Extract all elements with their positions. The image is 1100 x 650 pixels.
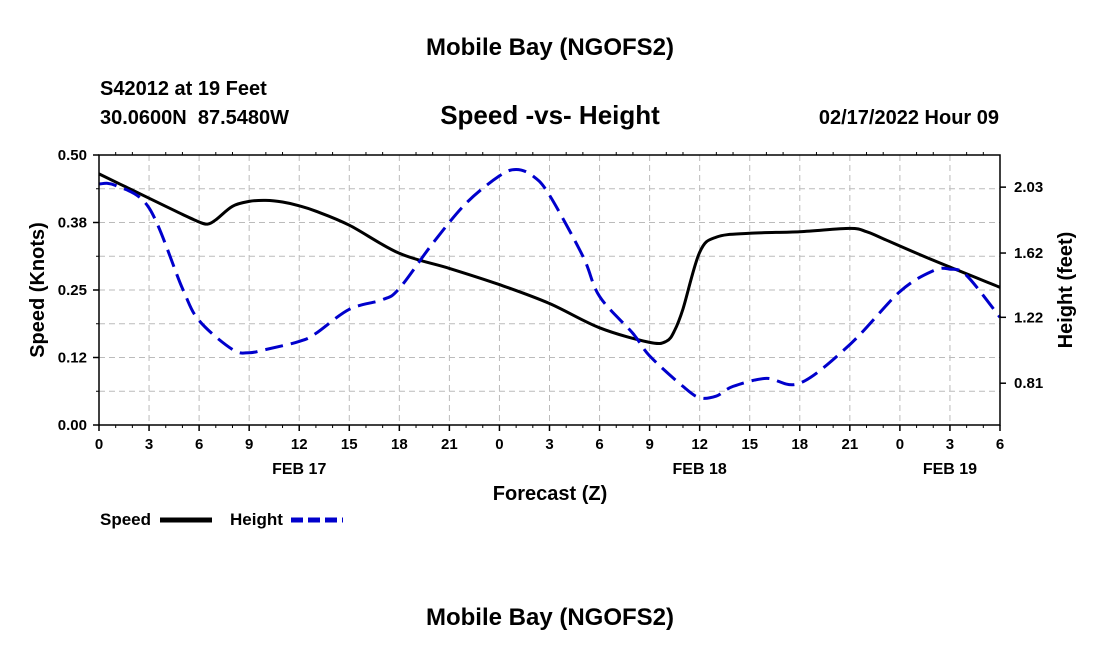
x-tick-label: 0 xyxy=(896,436,904,453)
y-left-tick-label: 0.00 xyxy=(58,417,87,434)
y-axis-right-label: Height (feet) xyxy=(1055,232,1077,349)
x-tick-label: 18 xyxy=(391,436,408,453)
chart-title: Speed -vs- Height xyxy=(440,100,660,130)
x-tick-label: 9 xyxy=(645,436,653,453)
x-tick-label: 21 xyxy=(441,436,458,453)
x-tick-label: 21 xyxy=(841,436,858,453)
x-axis-label: Forecast (Z) xyxy=(493,483,607,505)
x-tick-label: 3 xyxy=(145,436,153,453)
x-tick-label: 3 xyxy=(545,436,553,453)
datetime-label: 02/17/2022 Hour 09 xyxy=(819,107,999,129)
station-label: S42012 at 19 Feet xyxy=(100,78,267,100)
y-left-tick-label: 0.12 xyxy=(58,350,87,367)
x-tick-label: 9 xyxy=(245,436,253,453)
x-tick-label: 6 xyxy=(595,436,603,453)
y-right-tick-label: 0.81 xyxy=(1014,375,1043,392)
x-tick-label: 0 xyxy=(495,436,503,453)
x-tick-label: 3 xyxy=(946,436,954,453)
x-tick-label: 0 xyxy=(95,436,103,453)
tick-marks xyxy=(93,152,1006,431)
x-tick-label: 15 xyxy=(741,436,758,453)
y-right-tick-label: 2.03 xyxy=(1014,179,1043,196)
x-tick-label: 15 xyxy=(341,436,358,453)
grid-lines xyxy=(99,155,1000,425)
y-right-tick-labels: 0.81 1.22 1.62 2.03 xyxy=(1014,179,1043,392)
series-layer xyxy=(98,168,1002,400)
x-tick-label: 6 xyxy=(996,436,1004,453)
x-tick-label: 6 xyxy=(195,436,203,453)
page-title-top: Mobile Bay (NGOFS2) xyxy=(426,34,674,61)
page-title-bottom: Mobile Bay (NGOFS2) xyxy=(426,604,674,631)
x-tick-labels: 0 3 6 9 12 15 18 21 0 3 6 9 12 15 18 21 0 3 6 xyxy=(95,436,1004,453)
date-labels: FEB 17 FEB 18 FEB 19 xyxy=(272,461,977,478)
date-label: FEB 18 xyxy=(673,461,727,478)
y-left-tick-label: 0.50 xyxy=(58,147,87,164)
legend-height-label: Height xyxy=(230,510,283,529)
legend: Speed Height xyxy=(100,510,343,529)
y-left-tick-label: 0.25 xyxy=(58,282,87,299)
y-left-tick-label: 0.38 xyxy=(58,215,87,232)
date-label: FEB 17 xyxy=(272,461,326,478)
date-label: FEB 19 xyxy=(923,461,977,478)
y-left-tick-labels: 0.00 0.12 0.25 0.38 0.50 xyxy=(58,147,87,434)
y-axis-left-label: Speed (Knots) xyxy=(27,222,49,358)
series-line-height xyxy=(98,168,1002,400)
series-line-speed xyxy=(98,172,1001,346)
x-tick-label: 12 xyxy=(291,436,308,453)
coordinates-label: 30.0600N 87.5480W xyxy=(100,107,289,129)
y-right-tick-label: 1.22 xyxy=(1014,309,1043,326)
y-right-tick-label: 1.62 xyxy=(1014,245,1043,262)
x-tick-label: 12 xyxy=(691,436,708,453)
legend-speed-label: Speed xyxy=(100,510,151,529)
x-tick-label: 18 xyxy=(791,436,808,453)
